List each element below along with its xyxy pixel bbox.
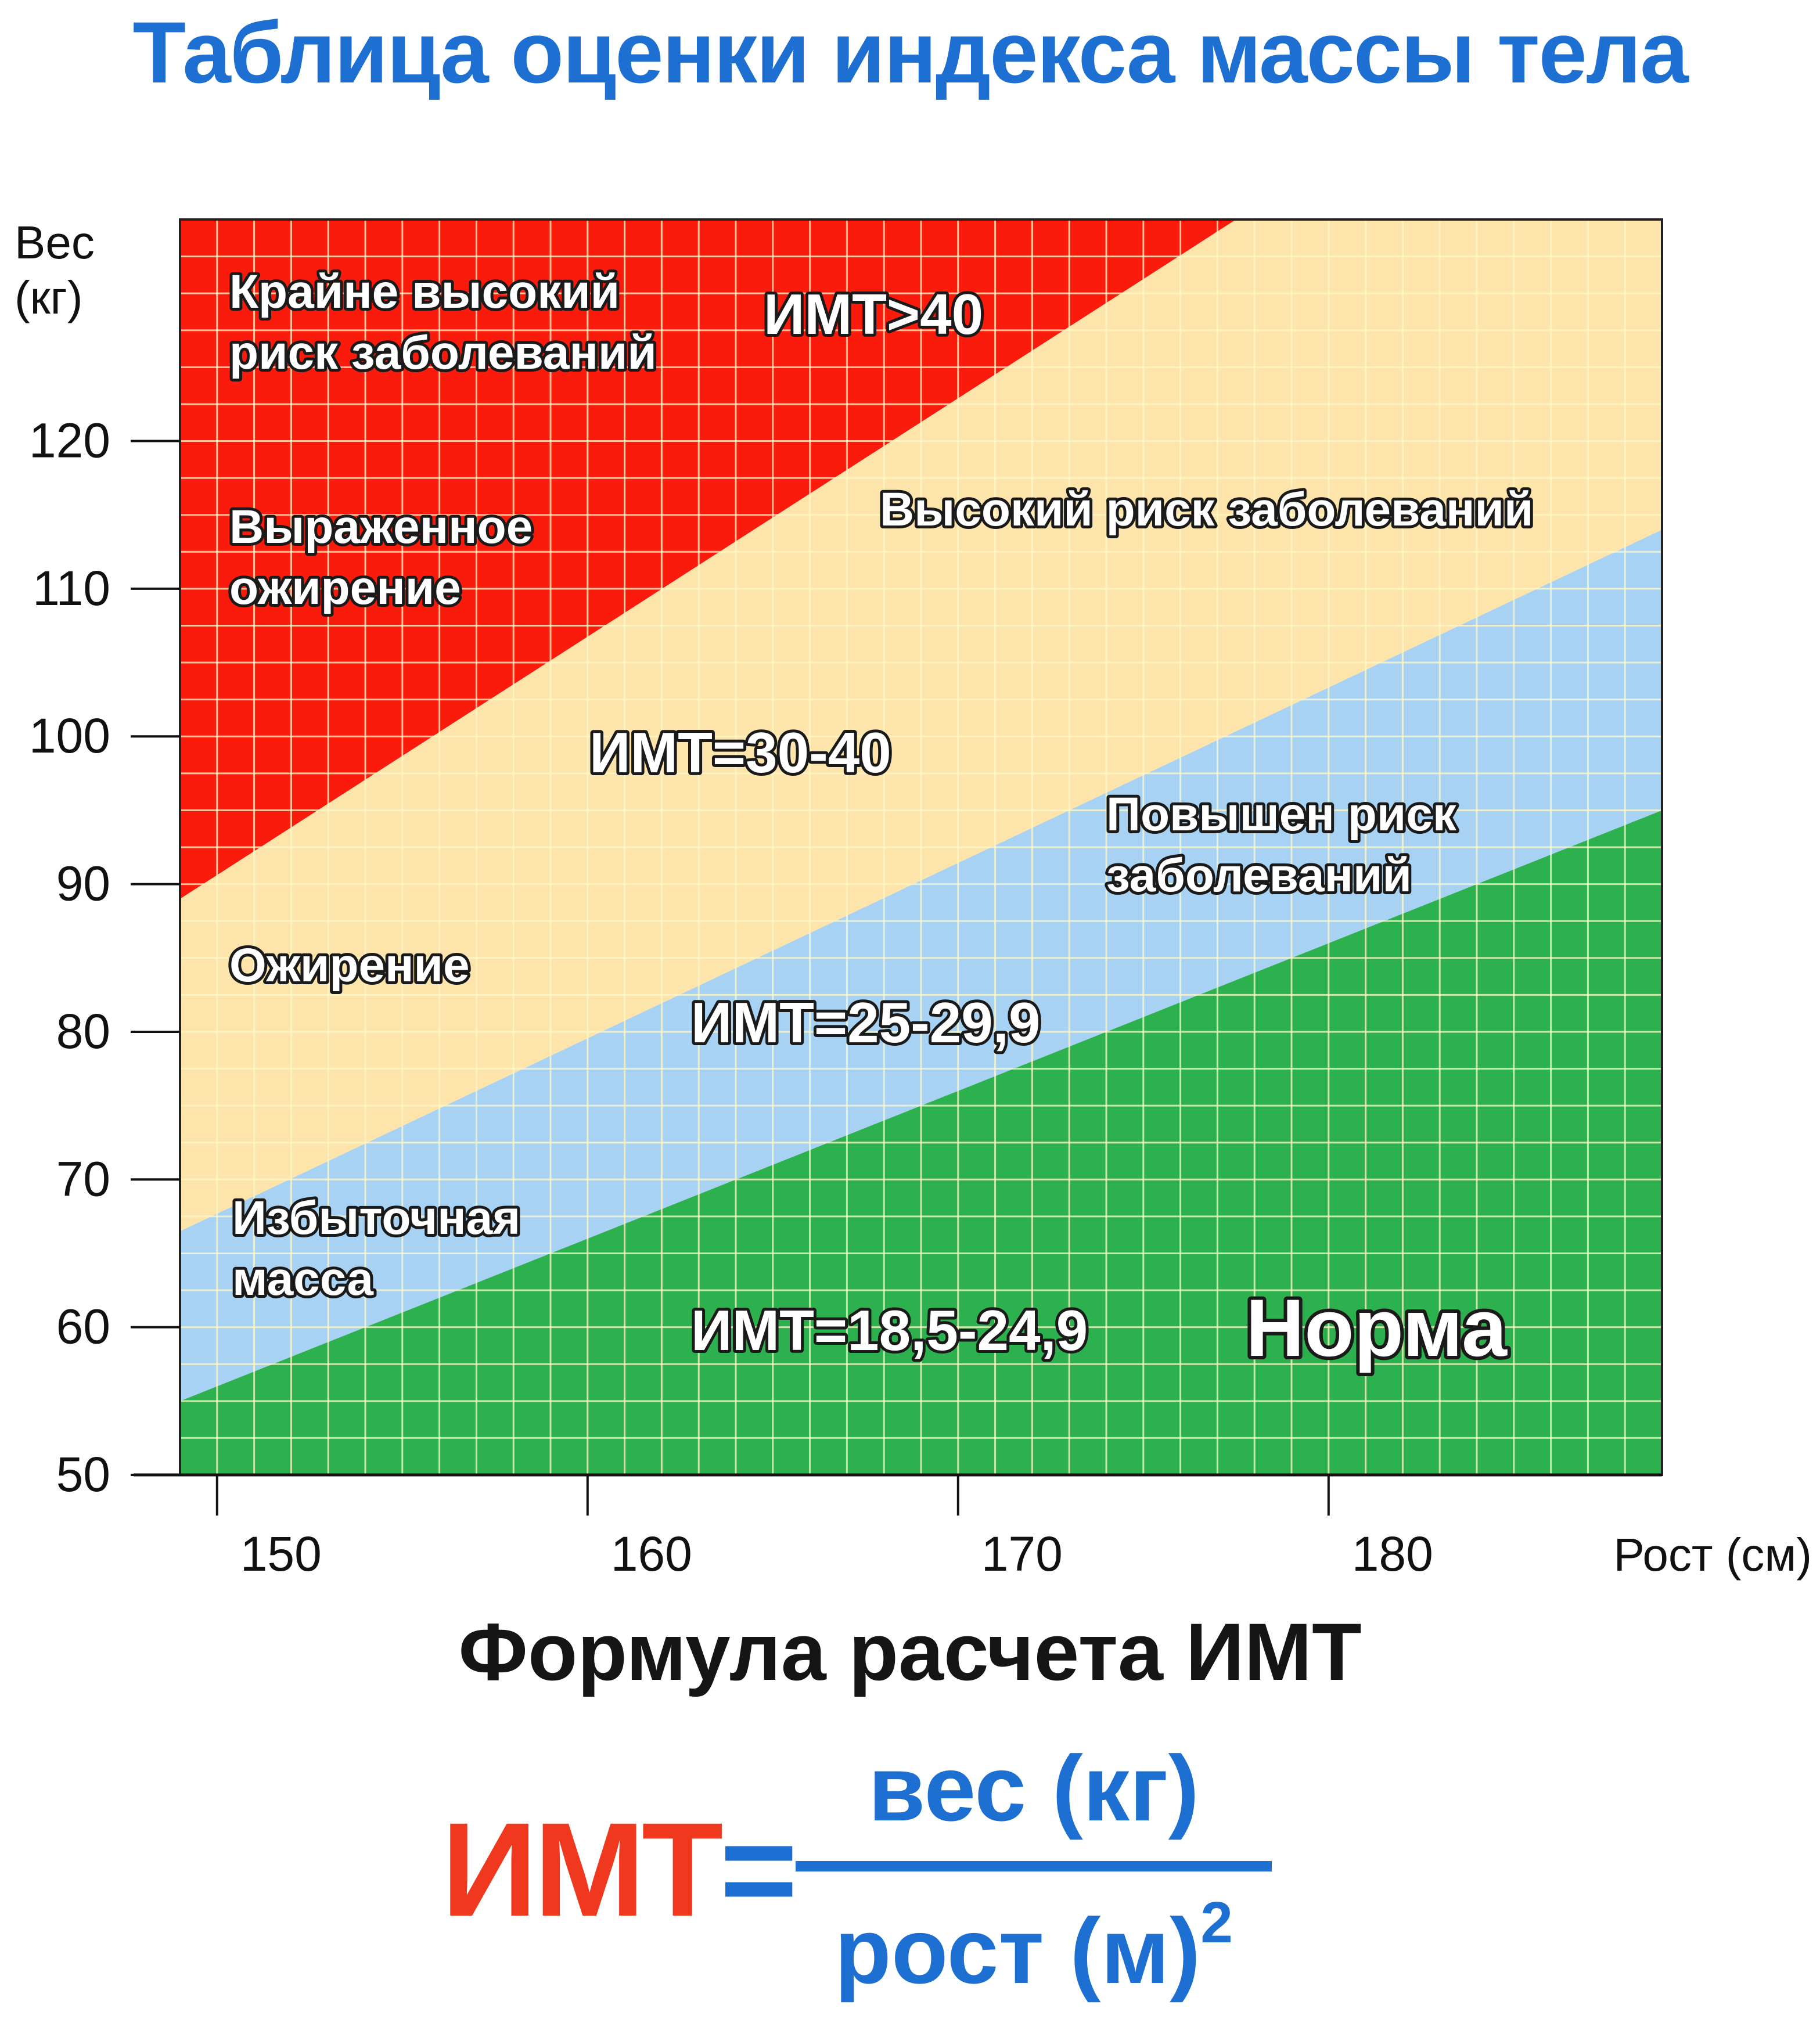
chart-grid <box>179 218 1663 1476</box>
y-axis-label-unit: (кг) <box>15 272 82 323</box>
label-pronounced-obesity: Выраженное <box>229 501 533 553</box>
formula-bmi: ИМТ <box>441 1795 723 1944</box>
label-increased-risk-2: заболеваний <box>1106 849 1412 902</box>
formula-numerator: вес (кг) <box>868 1736 1199 1840</box>
formula-denominator-text: рост (м) <box>835 1899 1201 2003</box>
zone-4 <box>180 219 1236 899</box>
label-bmi-18-24: ИМТ=18,5-24,9 <box>691 1298 1088 1362</box>
x-tick-label: 180 <box>1352 1527 1433 1581</box>
y-tick-label: 100 <box>29 708 110 763</box>
formula-lhs: ИМТ= <box>441 1794 798 1945</box>
label-norm: Норма <box>1246 1282 1508 1373</box>
y-axis-label: Вес <box>15 217 95 268</box>
label-high-risk: Высокий риск заболеваний <box>880 483 1533 536</box>
bmi-chart: 50 60 70 80 90 100 110 120 150 160 170 180 Вес (кг)… <box>15 217 1812 1581</box>
label-obesity: Ожирение <box>229 939 470 992</box>
label-overweight-2: масса <box>232 1252 374 1305</box>
label-increased-risk: Повышен риск <box>1106 788 1457 841</box>
formula-fraction-bar <box>796 1861 1272 1871</box>
y-tick-label: 80 <box>56 1004 110 1059</box>
label-overweight: Избыточная <box>232 1192 520 1244</box>
chart-axes: 50 60 70 80 90 100 110 120 150 160 170 180 <box>29 413 1662 1581</box>
y-tick-label: 60 <box>56 1300 110 1354</box>
y-tick-label: 110 <box>33 561 110 616</box>
label-bmi-over-40: ИМТ>40 <box>764 282 983 346</box>
x-tick-label: 160 <box>611 1527 692 1581</box>
y-tick-label: 50 <box>56 1447 110 1502</box>
page-title: Таблица оценки индекса массы тела <box>132 3 1688 101</box>
y-tick-label: 70 <box>56 1151 110 1206</box>
label-pronounced-obesity-2: ожирение <box>229 562 461 614</box>
formula-exponent: 2 <box>1200 1890 1233 1955</box>
label-extreme-risk-2: риск заболеваний <box>229 326 657 379</box>
x-tick-label: 150 <box>240 1527 322 1581</box>
formula-denominator: рост (м)2 <box>796 1893 1272 2009</box>
label-bmi-30-40: ИМТ=30-40 <box>589 721 891 784</box>
x-axis-label: Рост (см) <box>1614 1529 1812 1581</box>
label-bmi-25-29: ИМТ=25-29,9 <box>691 991 1041 1054</box>
formula-title: Формула расчета ИМТ <box>458 1606 1362 1697</box>
x-tick-label: 170 <box>981 1527 1063 1581</box>
y-tick-label: 120 <box>29 413 110 468</box>
label-extreme-risk: Крайне высокий <box>229 265 620 318</box>
formula-equals: = <box>720 1795 797 1944</box>
y-tick-label: 90 <box>56 856 110 911</box>
